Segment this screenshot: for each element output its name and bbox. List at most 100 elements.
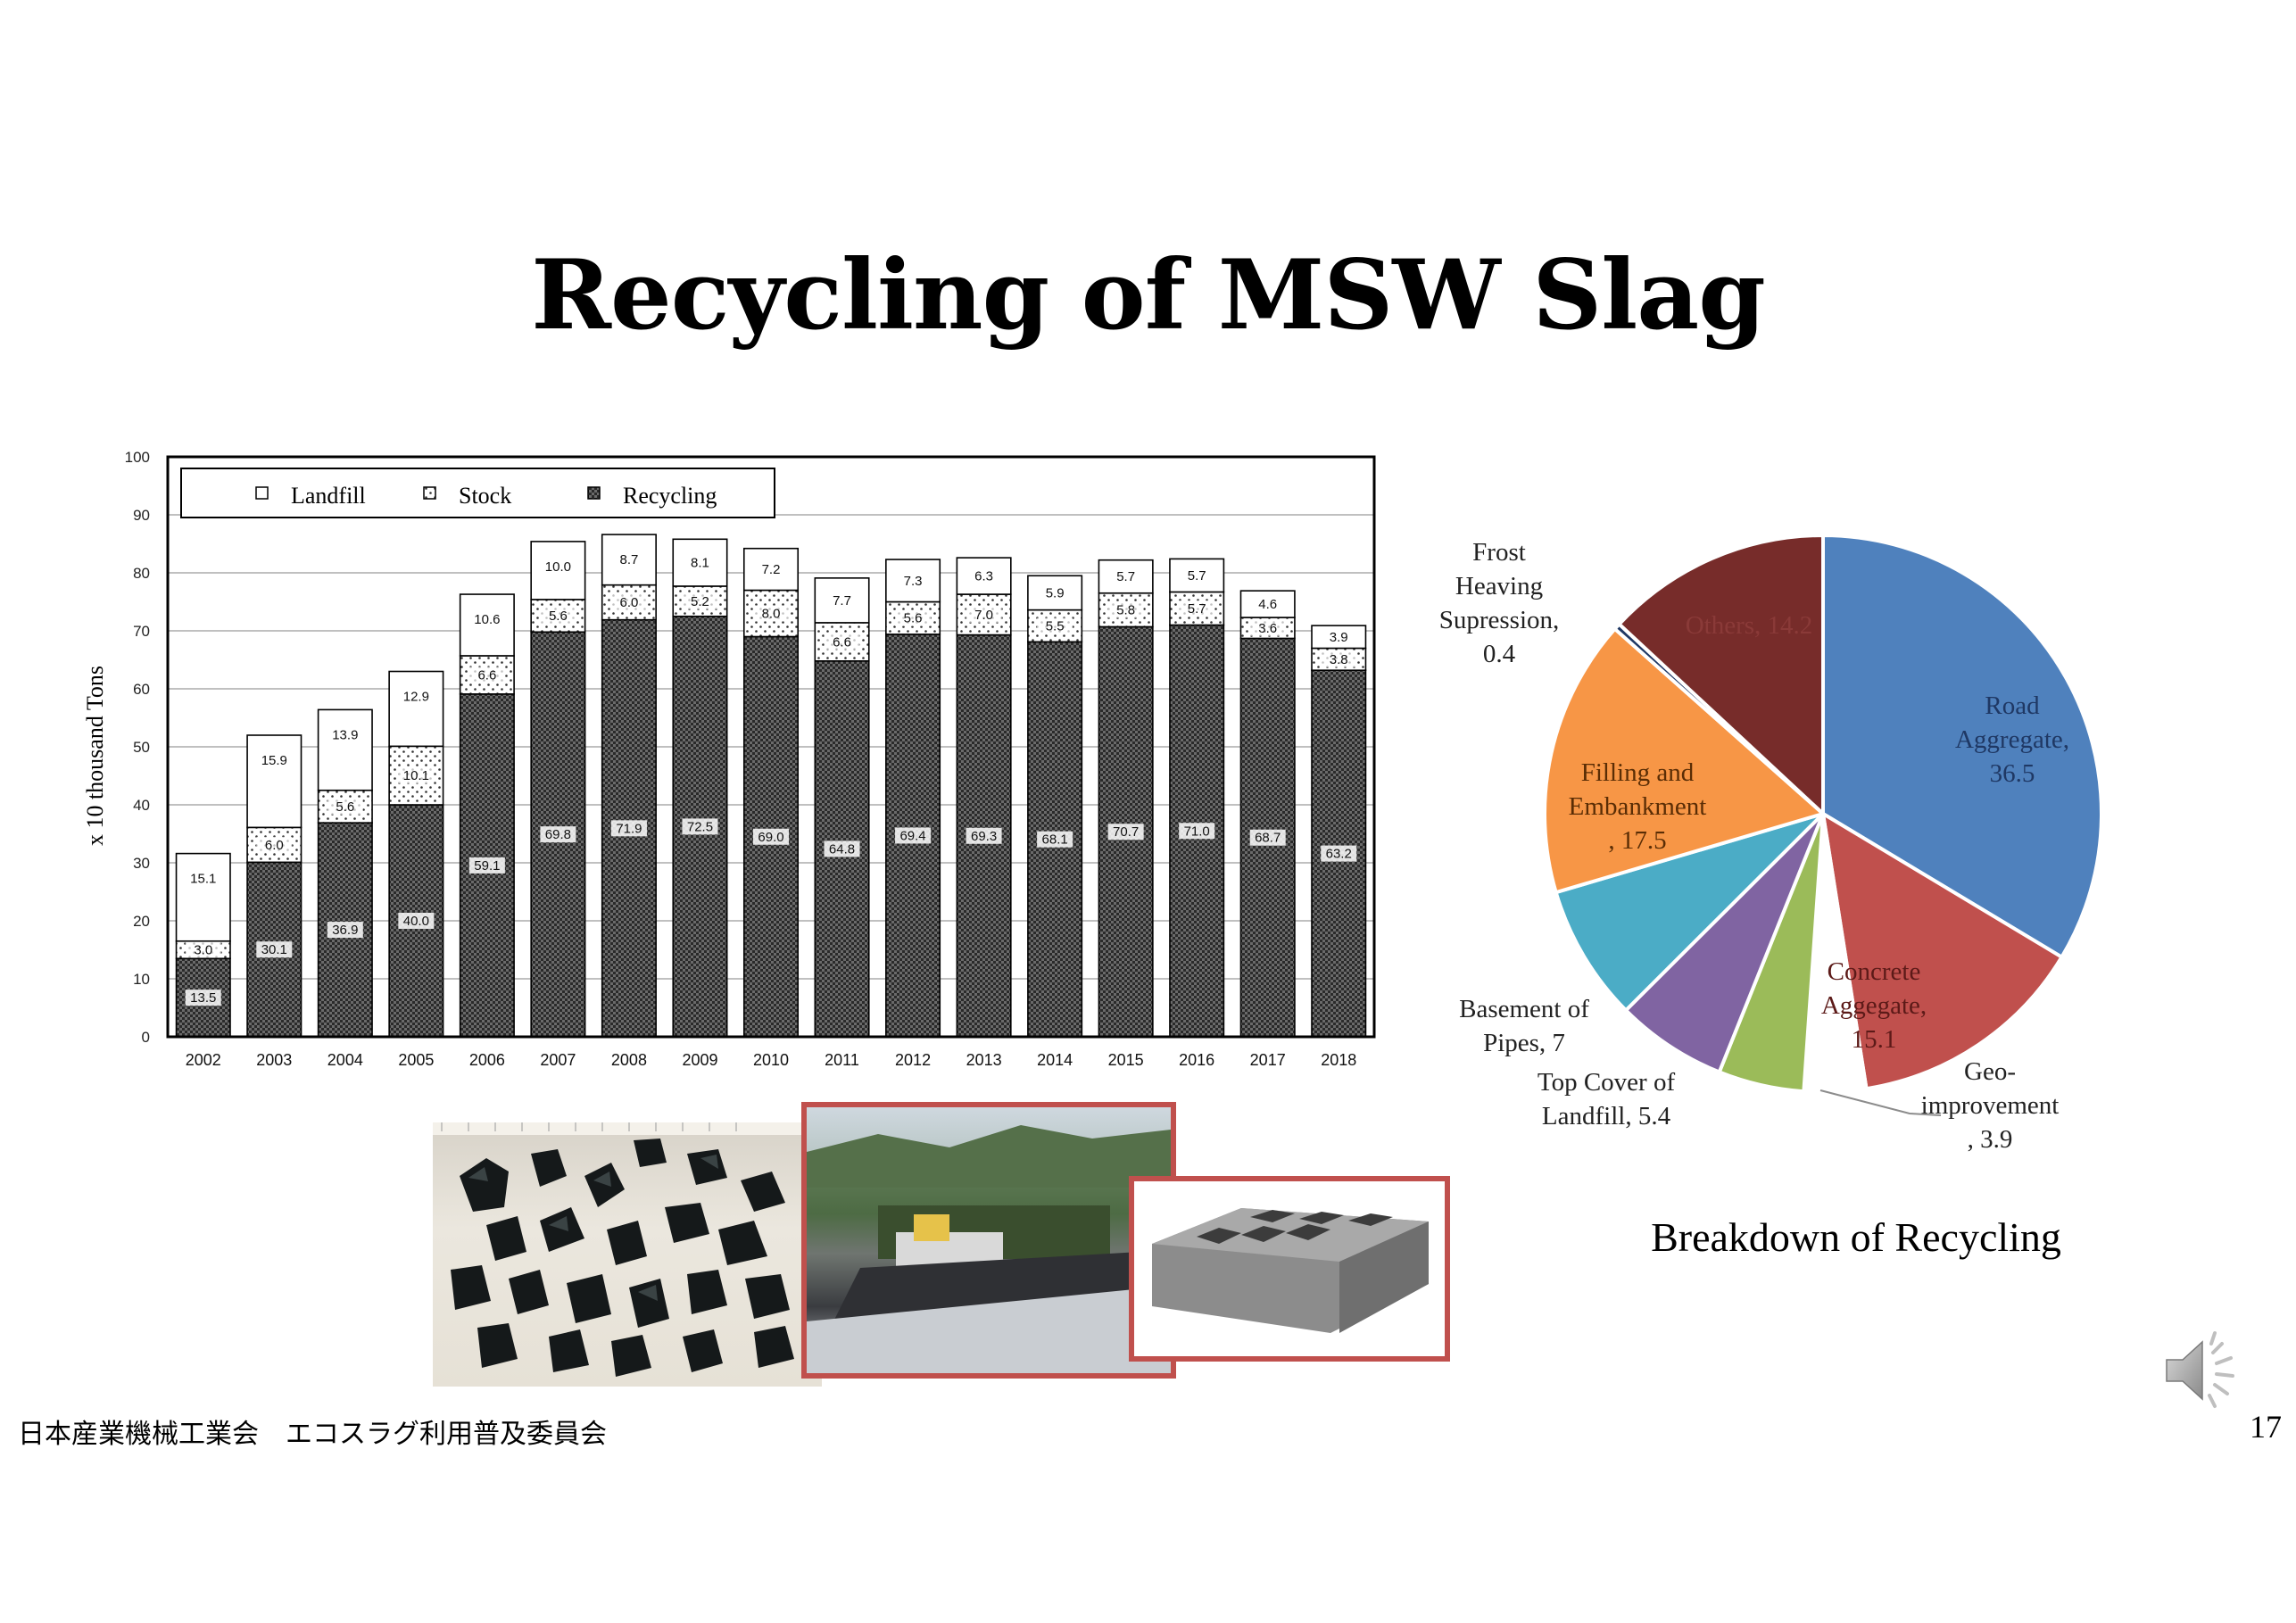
pie-label-line: Frost [1472,538,1526,567]
value-label-stock: 5.6 [904,611,923,626]
value-label-landfill: 12.9 [403,690,429,705]
value-label-recycling: 36.9 [332,923,358,938]
value-label-landfill: 7.3 [904,574,923,589]
bar-segment-landfill [175,852,231,942]
value-label-bg [610,594,647,611]
pie-label: Concrete Aggegate, 15.1 [1821,957,1927,1054]
value-label-bg [1107,601,1144,618]
value-label-landfill: 8.1 [691,556,709,571]
pie-label-line: Pipes, 7 [1483,1029,1565,1057]
value-label-bg [468,667,505,683]
x-tick-label: 2018 [1321,1051,1356,1069]
speaker-icon[interactable] [2159,1326,2249,1415]
value-label-stock: 6.0 [265,838,284,853]
value-label-stock: 5.7 [1188,601,1206,617]
bar-segment-landfill [601,534,657,586]
pie-label-line: Others, 14.2 [1686,611,1813,640]
value-label-bg [1179,823,1215,840]
x-tick-label: 2012 [895,1051,931,1069]
value-label-recycling: 59.1 [474,858,500,874]
value-label-recycling: 68.7 [1255,831,1281,846]
value-label-stock: 10.1 [403,768,429,783]
value-label-landfill: 13.9 [332,727,358,742]
bar-segment-landfill [742,547,800,592]
pie-label: Road Aggregate, 36.5 [1955,691,2069,788]
y-tick-label: 0 [142,1029,150,1046]
value-label-bg [327,922,363,939]
bar-segment-landfill [317,708,373,791]
bar-segment-landfill [1239,590,1296,618]
value-label-landfill: 3.9 [1330,630,1348,645]
y-tick-label: 50 [133,739,150,756]
x-tick-label: 2011 [825,1051,859,1069]
pie-label: Frost Heaving Supression, 0.4 [1439,538,1560,668]
value-label-bg [966,827,1002,844]
bar-segment-recycling [885,633,941,1038]
value-label-recycling: 69.4 [899,828,925,843]
bar-chart-bars: 13.5 3.0 15.1 30.1 6.0 15.9 36.9 5.6 13.9 40.0 10.… [175,534,1367,1038]
legend-label-stock: Stock [459,483,511,509]
value-label-bg [966,606,1002,623]
pie-chart: Road Aggregate, 36.5 Concrete Aggegate, 15.1 G… [1438,535,2101,1154]
x-tick-label: 2008 [611,1051,647,1069]
pie-label-line: Filling and [1581,758,1695,787]
value-label-landfill: 7.7 [833,593,851,609]
bar-segment-landfill [1311,625,1367,650]
legend-box [180,468,775,518]
value-label-recycling: 69.3 [971,829,997,844]
x-tick-label: 2013 [966,1051,1002,1069]
value-label-landfill: 7.2 [762,562,781,577]
value-label-stock: 5.8 [1116,603,1135,618]
value-label-stock: 3.6 [1258,621,1277,636]
value-label-bg [895,609,932,626]
road-paving-photo [801,1102,1176,1379]
value-label-stock: 5.2 [691,594,709,609]
y-tick-label: 20 [133,913,150,930]
value-label-bg [398,767,435,784]
value-label-stock: 3.8 [1330,652,1348,667]
value-label-landfill: 15.9 [261,753,287,768]
x-tick-label: 2005 [398,1051,434,1069]
x-tick-label: 2010 [753,1051,789,1069]
page-number: 17 [2250,1409,2282,1445]
pie-labels: Road Aggregate, 36.5 Concrete Aggegate, 15.1 G… [1439,538,2069,1154]
bar-segment-landfill [388,670,444,748]
legend-swatch-recycling [587,486,601,500]
pie-label-line: Embankment [1569,792,1707,821]
pie-label: Others, 14.2 [1686,611,1813,640]
pie-slice [1623,812,1825,1075]
value-label-stock: 6.0 [620,595,639,610]
pie-label-line: Heaving [1455,572,1543,600]
bar-segment-landfill [1098,559,1154,594]
pie-label-line: Concrete [1828,957,1921,986]
pie-label-line: Aggegate, [1821,991,1927,1020]
value-label-recycling: 70.7 [1113,824,1139,840]
value-label-landfill: 6.3 [974,569,993,584]
bar-segment-landfill [530,541,586,600]
value-label-bg [398,913,435,929]
legend-label-landfill: Landfill [291,483,366,509]
value-label-recycling: 68.1 [1042,832,1068,848]
value-label-bg [1037,831,1073,848]
plot-frame [166,455,1376,1039]
bar-segment-landfill [672,538,728,587]
x-tick-label: 2007 [540,1051,576,1069]
pie-label: Basement of Pipes, 7 [1459,995,1589,1057]
value-label-recycling: 71.0 [1184,824,1210,839]
pie-slice [1554,812,1825,1014]
value-label-stock: 5.6 [336,799,354,815]
x-tick-label: 2003 [256,1051,292,1069]
x-tick-label: 2004 [327,1051,363,1069]
value-label-recycling: 30.1 [261,942,287,957]
value-label-landfill: 8.7 [620,552,639,567]
pie-label-line: 36.5 [1990,759,2035,788]
value-label-bg [1249,829,1286,846]
value-label-bg [682,592,718,609]
pie-caption: Breakdown of Recycling [1651,1214,2061,1260]
pie-label: Filling and Embankment , 17.5 [1569,758,1707,855]
value-label-bg [895,827,932,844]
value-label-landfill: 5.7 [1188,568,1206,584]
value-label-stock: 8.0 [762,607,781,622]
value-label-recycling: 69.0 [758,830,783,845]
y-tick-label: 60 [133,681,150,698]
